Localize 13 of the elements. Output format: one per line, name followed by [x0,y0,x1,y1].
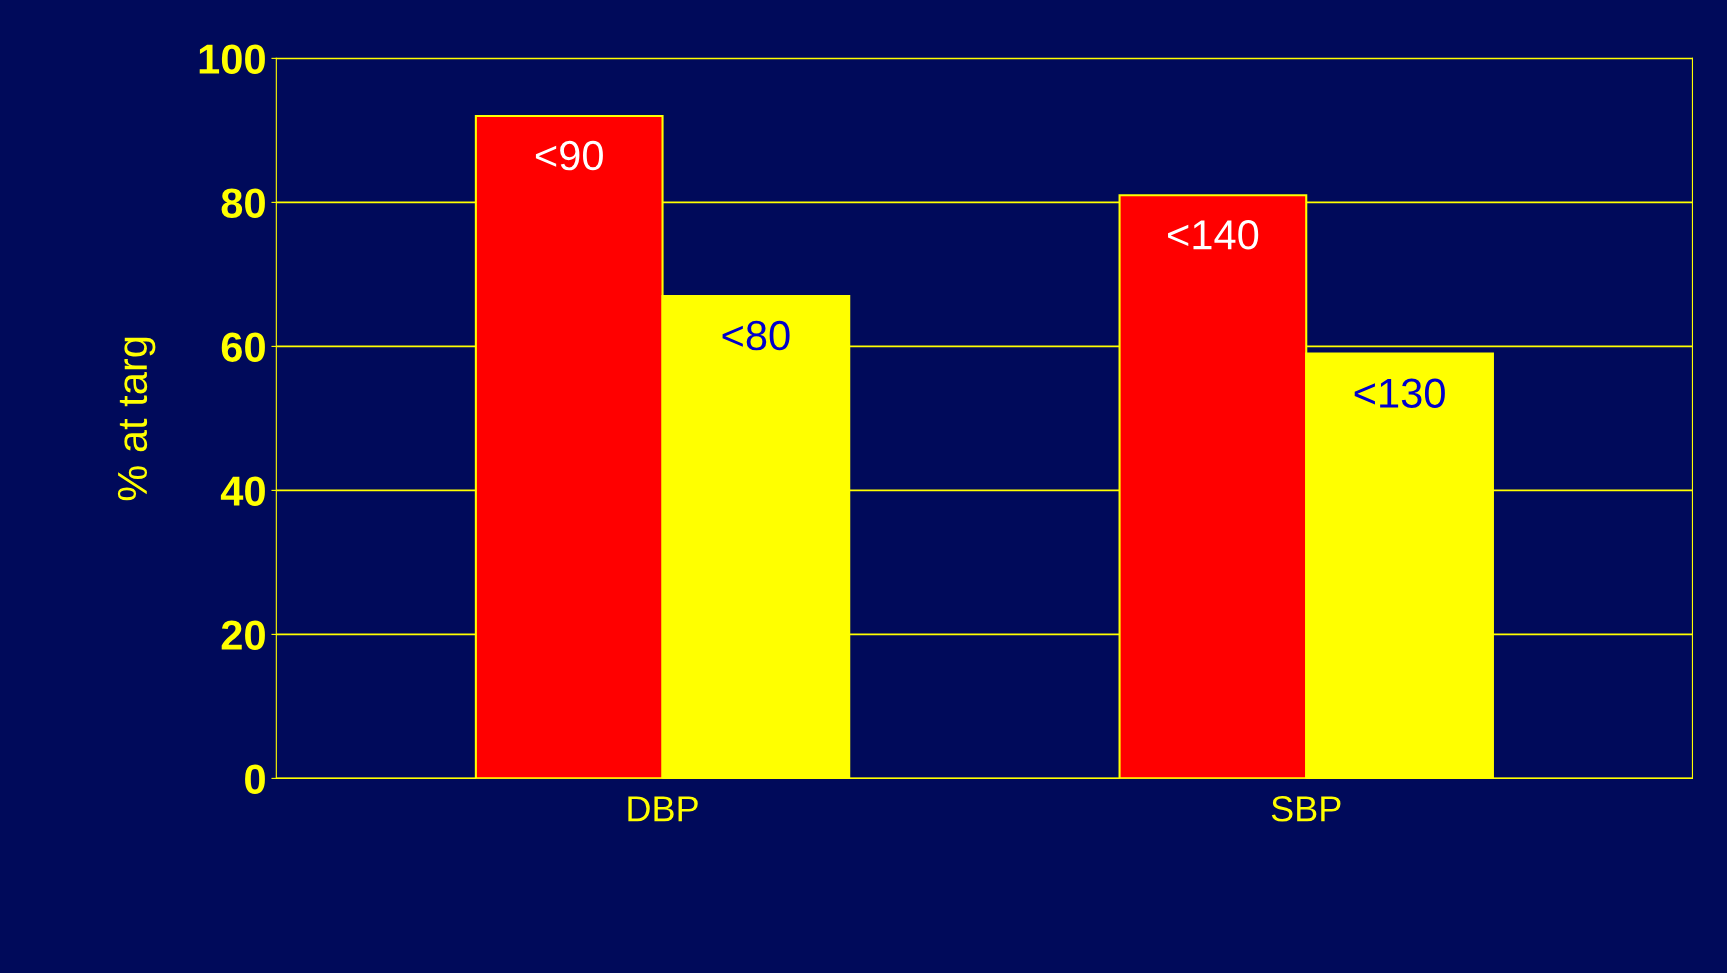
x-tick-label: DBP [628,796,698,822]
y-axis-title: % at targ [117,337,156,501]
x-tick-label: SBP [1271,796,1341,822]
y-tick-label: 60 [221,332,265,362]
annotation: <130 [1354,378,1445,408]
annotation: <140 [1168,220,1259,250]
y-tick-label: 0 [245,764,265,794]
annotation: <80 [722,320,790,351]
annotation: <90 [535,140,603,171]
y-tick-label: 40 [220,476,265,506]
y-tick-label: 20 [221,620,265,650]
y-tick-label: 80 [221,188,265,218]
y-tick-label: 100 [199,44,265,74]
